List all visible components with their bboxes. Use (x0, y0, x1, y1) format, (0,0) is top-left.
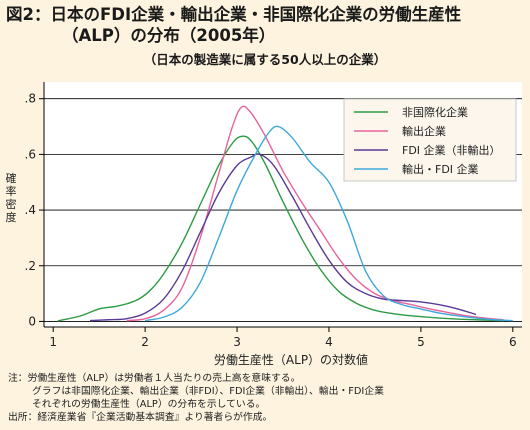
chart-title-line1: 図2：日本のFDI企業・輸出企業・非国際化企業の労働生産性 (6, 5, 462, 24)
x-axis-label: 労働生産性（ALP）の対数値 (214, 352, 368, 367)
legend-label: 非国際化企業 (402, 105, 468, 119)
chart-title: 図2：日本のFDI企業・輸出企業・非国際化企業の労働生産性 （ALP）の分布（2… (6, 4, 526, 46)
series-line-2 (126, 105, 504, 322)
y-tick-label: .6 (25, 147, 36, 161)
y-tick-label: 0 (28, 314, 36, 328)
note-line-2: グラフは非国際化企業、輸出企業（非FDI）、FDI企業（非輸出）、輸出・FDI企… (32, 386, 384, 397)
x-tick-label: 5 (417, 335, 425, 349)
x-tick-label: 3 (233, 335, 241, 349)
density-chart: 0 .2 .4 .6 .8 1 2 3 4 5 6 労働生産性（ALP）の対数値 確率密度 非国際化企業輸… (6, 82, 522, 367)
chart-title-line2: （ALP）の分布（2005年） (62, 26, 276, 45)
y-tick-label: .8 (25, 92, 36, 106)
legend-label: 輸出企業 (402, 124, 446, 138)
x-tick-label: 2 (141, 335, 149, 349)
x-tick-label: 1 (49, 335, 57, 349)
chart-notes: 注：労働生産性（ALP）は労働者１人当たりの売上高を意味する。 グラフは非国際化… (8, 372, 523, 424)
y-axis-label: 確率密度 (6, 171, 17, 224)
note-line-3: それぞれの労働生産性（ALP）の分布を示している。 (32, 399, 266, 410)
y-tick-label: .4 (25, 203, 36, 217)
legend-label: FDI 企業（非輸出） (402, 143, 501, 157)
chart-subtitle: （日本の製造業に属する50人以上の企業） (143, 52, 387, 67)
series-line-1 (57, 135, 504, 322)
x-tick-label: 6 (509, 335, 517, 349)
source-note: 出所：経済産業省『企業活動基本調査』より著者らが作成。 (8, 412, 273, 423)
legend-label: 輸出・FDI 企業 (402, 162, 479, 176)
series-line-4 (144, 125, 513, 322)
series-line-3 (89, 153, 477, 322)
note-line-1: 注：労働生産性（ALP）は労働者１人当たりの売上高を意味する。 (8, 373, 301, 384)
x-tick-label: 4 (325, 335, 333, 349)
y-tick-label: .2 (25, 259, 36, 273)
